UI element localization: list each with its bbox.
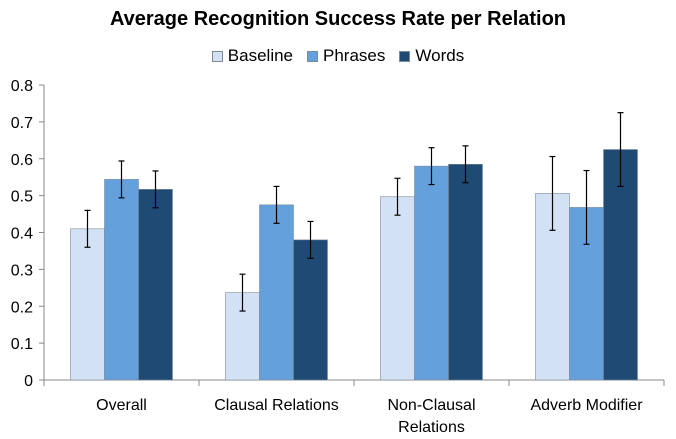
y-tick-label: 0.2	[11, 299, 33, 316]
bar-words	[603, 149, 638, 381]
y-tick-label: 0.6	[11, 152, 33, 169]
y-tick-label: 0.5	[11, 189, 33, 206]
bar-baseline	[380, 196, 415, 381]
y-tick-label: 0.3	[11, 262, 33, 279]
x-tick-label: Overall	[96, 397, 147, 414]
legend: Baseline Phrases Words	[0, 46, 676, 66]
legend-item: Phrases	[307, 46, 385, 66]
legend-label: Words	[415, 46, 465, 65]
legend-swatch	[399, 50, 411, 62]
bar-phrases	[259, 204, 294, 381]
chart-title: Average Recognition Success Rate per Rel…	[109, 8, 567, 30]
x-tick-label: Adverb Modifier	[530, 397, 643, 414]
legend-label: Phrases	[323, 46, 386, 65]
x-tick-label: Clausal Relations	[214, 397, 339, 414]
y-tick-label: 0.4	[11, 226, 33, 243]
bar-phrases	[414, 165, 449, 381]
y-tick-label: 0.8	[11, 78, 33, 95]
legend-label: Baseline	[227, 46, 294, 65]
legend-swatch	[307, 50, 319, 62]
bar-baseline	[70, 228, 105, 381]
bar-words	[138, 189, 173, 381]
legend-item: Words	[399, 46, 464, 66]
y-tick-label: 0.7	[11, 115, 33, 132]
legend-item: Baseline	[211, 46, 294, 66]
x-tick-label: Non-Clausal	[387, 397, 475, 414]
y-tick-label: 0.1	[11, 336, 33, 353]
x-tick-label: Relations	[398, 419, 465, 436]
bar-words	[293, 239, 328, 381]
bar-words	[448, 163, 483, 381]
y-tick-label: 0	[24, 373, 33, 390]
bar-phrases	[104, 179, 139, 381]
legend-swatch	[211, 50, 223, 62]
